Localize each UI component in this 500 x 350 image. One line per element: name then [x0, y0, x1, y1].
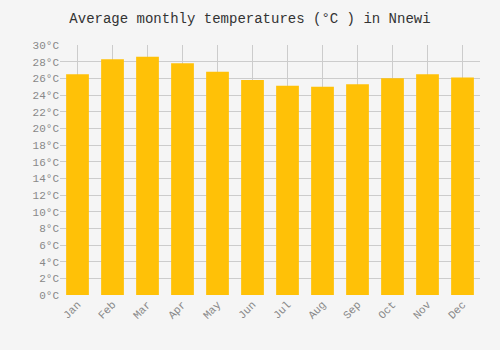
svg-text:28°C: 28°C	[33, 57, 60, 69]
svg-text:18°C: 18°C	[33, 140, 60, 152]
svg-text:30°C: 30°C	[33, 40, 60, 52]
svg-text:Jan: Jan	[61, 299, 83, 321]
svg-text:Average monthly temperatures (: Average monthly temperatures (°C ) in Nn…	[69, 11, 430, 27]
svg-text:Apr: Apr	[166, 299, 188, 321]
svg-text:Jun: Jun	[236, 299, 258, 321]
svg-text:Sep: Sep	[341, 299, 363, 321]
svg-text:Jul: Jul	[271, 299, 293, 321]
svg-text:26°C: 26°C	[33, 73, 60, 85]
svg-text:Aug: Aug	[306, 299, 328, 321]
svg-text:Mar: Mar	[131, 299, 153, 321]
svg-text:Nov: Nov	[411, 299, 434, 322]
svg-text:4°C: 4°C	[39, 257, 59, 269]
svg-text:20°C: 20°C	[33, 123, 60, 135]
svg-text:6°C: 6°C	[39, 240, 59, 252]
svg-text:10°C: 10°C	[33, 207, 60, 219]
svg-text:May: May	[201, 299, 224, 322]
svg-text:Feb: Feb	[96, 299, 118, 321]
svg-text:12°C: 12°C	[33, 190, 60, 202]
svg-text:Oct: Oct	[376, 299, 398, 321]
svg-text:14°C: 14°C	[33, 173, 60, 185]
svg-text:22°C: 22°C	[33, 107, 60, 119]
svg-text:0°C: 0°C	[39, 290, 59, 302]
svg-text:Dec: Dec	[446, 299, 468, 321]
svg-text:16°C: 16°C	[33, 157, 60, 169]
svg-text:8°C: 8°C	[39, 223, 59, 235]
svg-text:2°C: 2°C	[39, 273, 59, 285]
svg-text:24°C: 24°C	[33, 90, 60, 102]
